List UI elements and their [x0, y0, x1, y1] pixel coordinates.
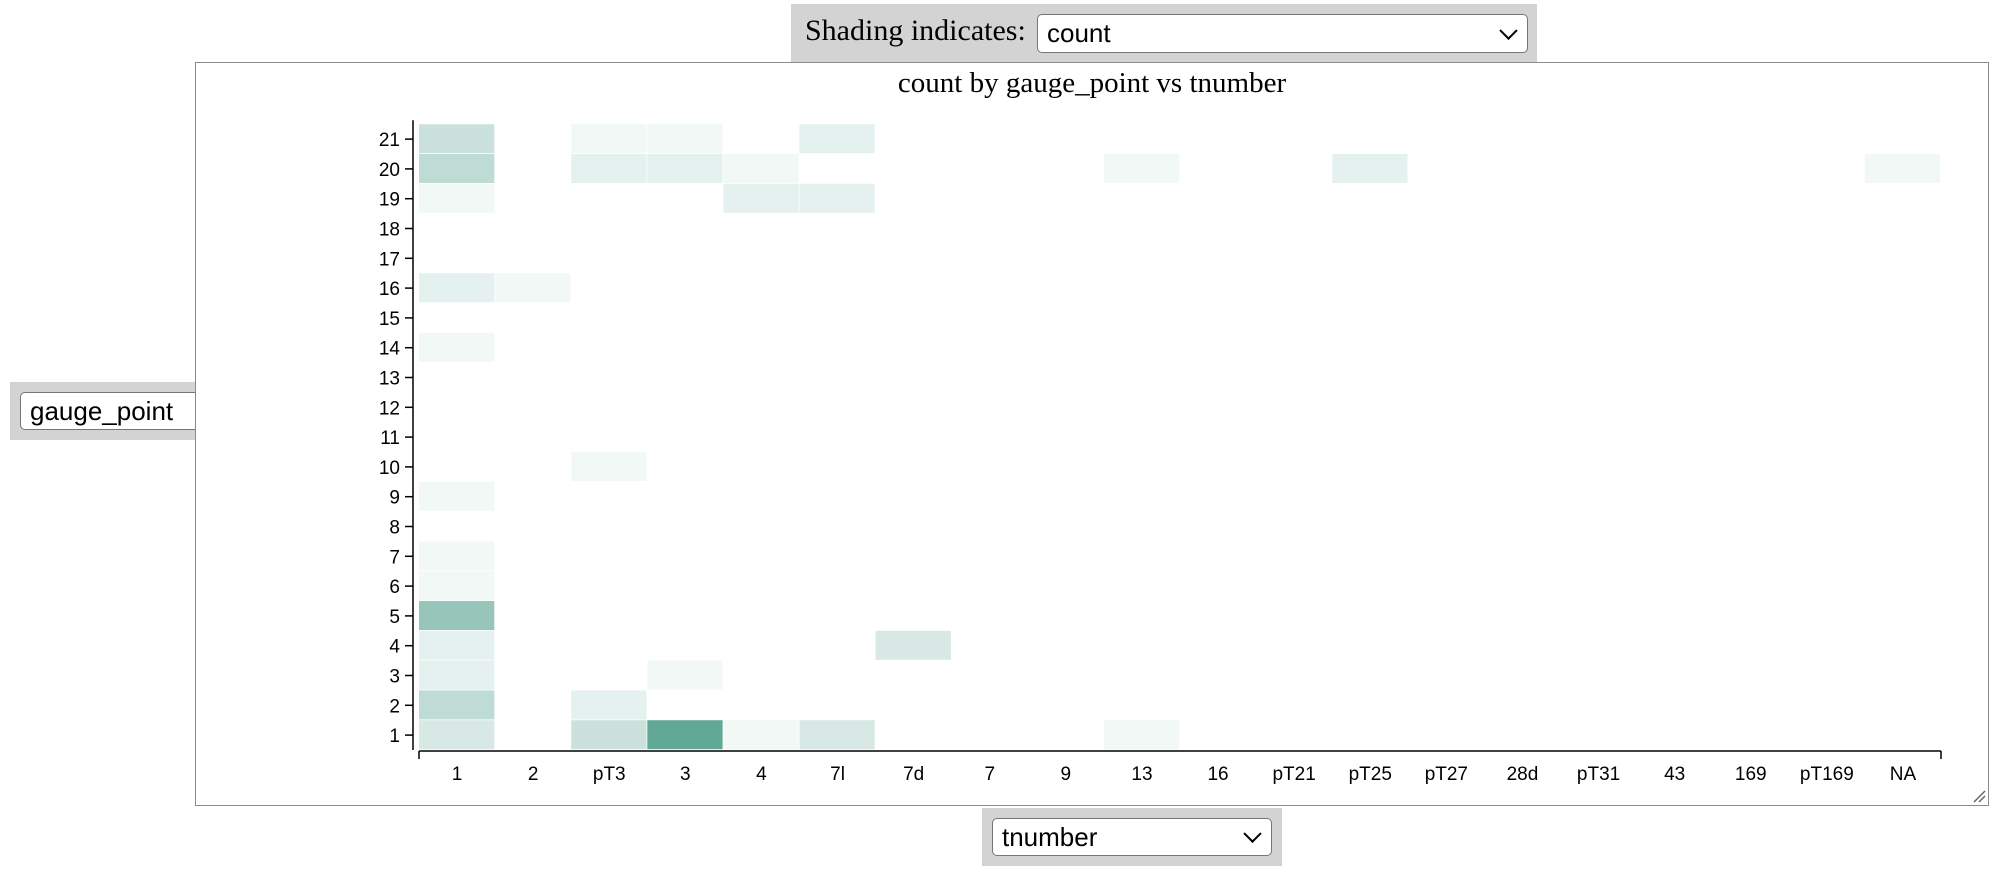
- heatmap-cell: [571, 720, 647, 750]
- x-tick-label: pT31: [1577, 764, 1620, 785]
- heatmap-cell: [419, 273, 495, 303]
- y-axis-select-value: gauge_point: [30, 395, 174, 426]
- y-tick-label: 18: [379, 220, 400, 241]
- y-tick-label: 7: [389, 547, 400, 568]
- resize-handle-icon[interactable]: [1972, 789, 1986, 803]
- x-tick-label: 28d: [1507, 764, 1539, 785]
- heatmap-cell: [419, 571, 495, 601]
- heatmap-cell: [571, 690, 647, 720]
- heatmap-cell: [419, 601, 495, 630]
- y-tick-label: 3: [389, 667, 400, 688]
- y-tick-label: 12: [379, 398, 400, 419]
- heatmap-cell: [647, 660, 723, 690]
- heatmap-cell: [419, 660, 495, 690]
- x-tick-label: 9: [1061, 764, 1072, 785]
- y-tick-label: 20: [379, 160, 400, 181]
- heatmap-cell: [799, 720, 875, 750]
- heatmap-cell: [495, 273, 571, 303]
- x-tick-label: 7l: [830, 764, 845, 785]
- heatmap-cell: [419, 183, 495, 213]
- heatmap-cell: [1332, 154, 1408, 183]
- y-tick-label: 15: [379, 309, 400, 330]
- x-tick-label: 16: [1207, 764, 1228, 785]
- heatmap-cell: [799, 183, 875, 213]
- x-tick-label: NA: [1890, 764, 1917, 785]
- x-tick-label: 3: [680, 764, 691, 785]
- heatmap-cell: [571, 452, 647, 481]
- y-tick-label: 8: [389, 518, 400, 539]
- x-tick-label: pT25: [1349, 764, 1392, 785]
- shading-select-value: count: [1047, 18, 1111, 48]
- heatmap-cell: [1103, 720, 1180, 750]
- y-tick-label: 1: [389, 726, 400, 747]
- y-tick-label: 17: [379, 249, 400, 270]
- chevron-down-icon: [1499, 21, 1518, 40]
- shading-control: Shading indicates: count: [791, 4, 1537, 62]
- heatmap-cell: [647, 720, 723, 750]
- heatmap-cell: [419, 541, 495, 571]
- y-tick-label: 16: [379, 279, 400, 300]
- x-tick-label: 7: [984, 764, 995, 785]
- chevron-down-icon: [1243, 824, 1262, 843]
- x-tick-label: 13: [1131, 764, 1152, 785]
- heatmap-cell: [571, 154, 647, 183]
- x-axis-control: tnumber: [982, 808, 1282, 866]
- heatmap-cell: [875, 630, 951, 660]
- x-axis-select[interactable]: tnumber: [992, 818, 1272, 856]
- x-tick-label: 1: [452, 764, 463, 785]
- x-tick-label: pT169: [1800, 764, 1854, 785]
- y-tick-label: 19: [379, 190, 400, 211]
- y-tick-label: 9: [389, 488, 400, 509]
- y-tick-label: 5: [389, 607, 400, 628]
- heatmap-cell: [419, 332, 495, 362]
- x-tick-label: 4: [756, 764, 767, 785]
- x-tick-label: 2: [528, 764, 539, 785]
- x-tick-label: 43: [1664, 764, 1685, 785]
- y-tick-label: 11: [380, 428, 400, 449]
- x-tick-label: 7d: [903, 764, 924, 785]
- heatmap-cell: [419, 481, 495, 511]
- heatmap-cell: [723, 183, 799, 213]
- y-tick-label: 21: [379, 130, 400, 151]
- y-tick-label: 13: [379, 369, 400, 390]
- heatmap-cell: [723, 720, 799, 750]
- x-tick-label: pT3: [593, 764, 626, 785]
- heatmap-cell: [419, 720, 495, 750]
- chart-title: count by gauge_point vs tnumber: [897, 67, 1287, 99]
- heatmap-cell: [723, 154, 799, 183]
- x-tick-label: pT27: [1425, 764, 1468, 785]
- x-axis-select-value: tnumber: [1002, 821, 1098, 852]
- heatmap-cell: [419, 124, 495, 154]
- heatmap-cell: [1103, 154, 1180, 183]
- heatmap-cell: [647, 154, 723, 183]
- y-tick-label: 14: [379, 339, 401, 360]
- heatmap-cell: [647, 124, 723, 154]
- y-tick-label: 4: [389, 637, 400, 658]
- shading-select[interactable]: count: [1037, 14, 1528, 53]
- heatmap-cell: [799, 124, 875, 154]
- y-tick-label: 10: [379, 458, 400, 479]
- y-tick-label: 2: [389, 696, 400, 717]
- heatmap-cell: [419, 690, 495, 720]
- heatmap-cell: [1864, 154, 1941, 183]
- heatmap-cell: [571, 124, 647, 154]
- heatmap-cell: [419, 630, 495, 660]
- x-tick-label: pT21: [1272, 764, 1315, 785]
- x-tick-label: 169: [1735, 764, 1767, 785]
- y-tick-label: 6: [389, 577, 400, 598]
- shading-label: Shading indicates:: [805, 14, 1026, 47]
- heatmap-cell: [419, 154, 495, 183]
